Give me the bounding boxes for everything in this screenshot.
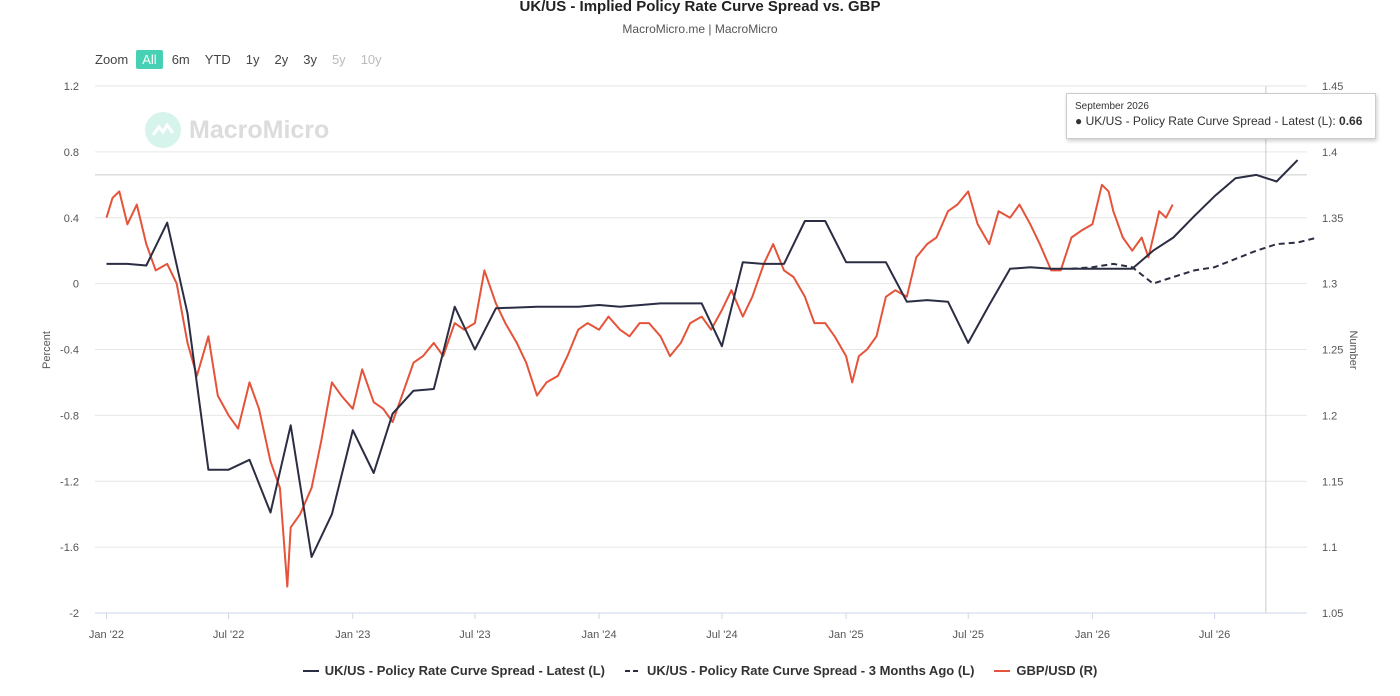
x-tick-label: Jan '22 [89,629,124,641]
x-tick-label: Jul '25 [953,629,984,641]
y-left-tick-label: -2 [69,608,79,620]
watermark-text: MacroMicro [189,115,330,144]
macromicro-logo-icon [145,112,181,148]
series-line-latest[interactable] [106,159,1299,558]
zoom-5y-button: 5y [331,52,346,67]
chart-subtitle: MacroMicro.me | MacroMicro [622,22,778,36]
y-right-tick-label: 1.4 [1322,147,1337,159]
y-right-tick-label: 1.05 [1322,608,1343,620]
zoom-all-button[interactable]: All [136,50,163,69]
tooltip-date: September 2026 [1075,101,1149,112]
tooltip: September 2026 ● UK/US - Policy Rate Cur… [1066,93,1376,139]
x-tick-label: Jan '26 [1075,629,1110,641]
series-line-gbpusd[interactable] [105,183,1174,588]
legend-label-3-months-ago: UK/US - Policy Rate Curve Spread - 3 Mon… [646,663,975,678]
y-right-tick-label: 1.2 [1322,410,1337,422]
legend-solid-line-icon [302,669,319,672]
tooltip-row: ● UK/US - Policy Rate Curve Spread - Lat… [1075,114,1362,128]
zoom-3y-button[interactable]: 3y [303,52,317,67]
legend-dashed-line-icon [624,669,641,672]
x-tick-label: Jan '23 [335,629,370,641]
legend-label-gbpusd: GBP/USD (R) [1016,663,1098,678]
series-line-3-months-ago[interactable] [1071,236,1319,285]
tooltip-series: UK/US - Policy Rate Curve Spread - Lates… [1085,114,1336,128]
x-tick-label: Jul '23 [459,629,490,641]
x-tick-label: Jul '24 [706,629,737,641]
zoom-1y-button[interactable]: 1y [245,52,260,67]
y-left-tick-label: -1.2 [60,476,79,488]
tooltip-bullet-icon: ● [1075,114,1083,128]
y-right-tick-label: 1.1 [1322,542,1337,554]
watermark: MacroMicro [145,112,329,148]
legend-item-gbpusd[interactable]: GBP/USD (R) [994,663,1097,678]
y-right-tick-label: 1.3 [1322,279,1337,291]
legend: UK/US - Policy Rate Curve Spread - Lates… [0,663,1400,678]
y-right-tick-label: 1.25 [1322,345,1343,357]
legend-item-3-months-ago[interactable]: UK/US - Policy Rate Curve Spread - 3 Mon… [624,663,975,678]
y-left-tick-label: 0.4 [64,213,79,225]
y-right-tick-label: 1.45 [1322,81,1343,93]
y-axis-right-title: Number [1347,330,1359,369]
y-axis-left-title: Percent [41,331,53,369]
x-tick-label: Jul '22 [213,629,244,641]
y-right-tick-label: 1.35 [1322,213,1343,225]
tooltip-value: 0.66 [1339,114,1363,128]
x-tick-label: Jan '24 [582,629,617,641]
y-right-tick-label: 1.15 [1322,476,1343,488]
zoom-2y-button[interactable]: 2y [274,52,289,67]
y-left-tick-label: -0.8 [60,410,79,422]
chart-title: UK/US - Implied Policy Rate Curve Spread… [519,0,881,15]
x-tick-label: Jan '25 [829,629,864,641]
y-left-tick-label: 0.8 [64,147,79,159]
legend-label-latest: UK/US - Policy Rate Curve Spread - Lates… [324,663,605,678]
y-left-tick-label: -1.6 [60,542,79,554]
zoom-label: Zoom [95,52,129,67]
y-left-tick-label: 0 [73,279,79,291]
zoom-10y-button: 10y [360,52,382,67]
y-left-tick-label: -0.4 [60,345,79,357]
y-left-tick-label: 1.2 [64,81,79,93]
x-tick-label: Jul '26 [1199,629,1230,641]
legend-red-line-icon [994,669,1011,672]
legend-item-latest[interactable]: UK/US - Policy Rate Curve Spread - Lates… [302,663,605,678]
zoom-6m-button[interactable]: 6m [171,52,190,67]
zoom-selector: Zoom All 6m YTD 1y 2y 3y 5y 10y [95,50,391,69]
zoom-ytd-button[interactable]: YTD [204,52,231,67]
